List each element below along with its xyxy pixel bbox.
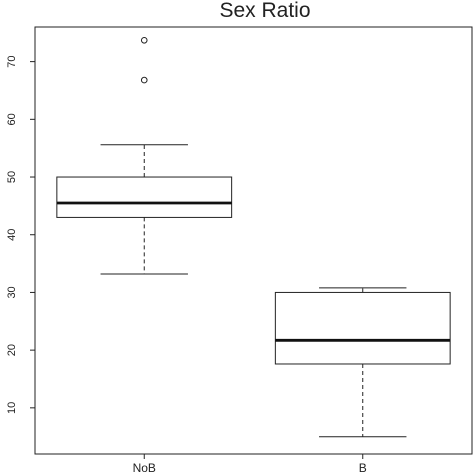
plot-frame bbox=[34, 26, 473, 455]
x-axis: NoB B bbox=[133, 454, 367, 474]
y-tick-label: 50 bbox=[6, 171, 18, 183]
outlier-point bbox=[140, 36, 148, 44]
boxplot-series bbox=[56, 36, 451, 438]
iqr-box bbox=[274, 291, 451, 365]
y-tick-label: 30 bbox=[6, 286, 18, 298]
y-tick-label: 40 bbox=[6, 229, 18, 241]
y-tick-label: 10 bbox=[6, 402, 18, 414]
y-axis: 10 20 30 40 50 60 70 bbox=[6, 55, 35, 414]
y-tick-label: 60 bbox=[6, 113, 18, 125]
iqr-box bbox=[56, 176, 233, 218]
outlier-point bbox=[140, 76, 148, 84]
box-NoB bbox=[56, 36, 233, 275]
y-tick-label: 70 bbox=[6, 55, 18, 67]
x-tick-label: B bbox=[359, 461, 367, 474]
y-tick-label: 20 bbox=[6, 344, 18, 356]
chart-title: Sex Ratio bbox=[219, 0, 310, 22]
box-B bbox=[274, 287, 451, 438]
x-tick-label: NoB bbox=[133, 461, 156, 474]
